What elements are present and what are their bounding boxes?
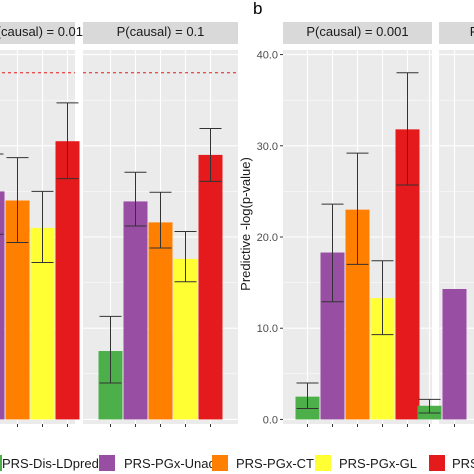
facet-strip-label: P(causal) = 0.01 (0, 24, 83, 39)
legend-label: PRS-Dis-LDpred2 (2, 456, 106, 471)
y-tick-label: 0.0 (263, 414, 278, 426)
facet-strip-label: P(causal) = 0.001 (306, 24, 408, 39)
panel-letter-b: b (253, 0, 262, 18)
facet-strip-label: P(causal) = 0.1 (117, 24, 205, 39)
legend-label: PRS-PGx-... (452, 456, 474, 471)
y-tick-label: 20.0 (257, 232, 278, 244)
y-tick-label: 30.0 (257, 141, 278, 153)
bar (55, 141, 80, 420)
facet-strip (283, 22, 432, 44)
bar (173, 258, 198, 420)
y-axis-label: Predictive -log(p-value) (238, 157, 253, 291)
legend: PRS-Dis-LDpred2 PRS-PGx-Unadj PRS-PGx-CT PR… (0, 455, 474, 471)
facet-strip (83, 22, 238, 44)
legend-swatch (99, 455, 115, 471)
bar (198, 154, 223, 420)
bar (148, 222, 173, 420)
bar (442, 288, 467, 420)
legend-swatch (0, 455, 2, 471)
facet-strip (439, 22, 474, 44)
facet-strip-label: P(c (470, 24, 474, 39)
legend-swatch (315, 455, 331, 471)
panel-a: P(causal) = 0.01 P(causal) = 0.1 (0, 22, 238, 427)
y-tick-label: 10.0 (257, 323, 278, 335)
legend-label: PRS-PGx-GL (339, 456, 417, 471)
bar (0, 191, 5, 420)
facet-strip (0, 22, 75, 44)
bar (123, 201, 148, 420)
legend-label: PRS-PGx-Unadj (124, 456, 219, 471)
y-tick-label: 40.0 (257, 50, 278, 62)
legend-swatch (212, 455, 228, 471)
legend-swatch (429, 455, 445, 471)
legend-label: PRS-PGx-CT (236, 456, 314, 471)
panel-b: P(causal) = 0.001 P(c 0.0 10.0 20.0 30.0 40.0 (257, 22, 474, 427)
